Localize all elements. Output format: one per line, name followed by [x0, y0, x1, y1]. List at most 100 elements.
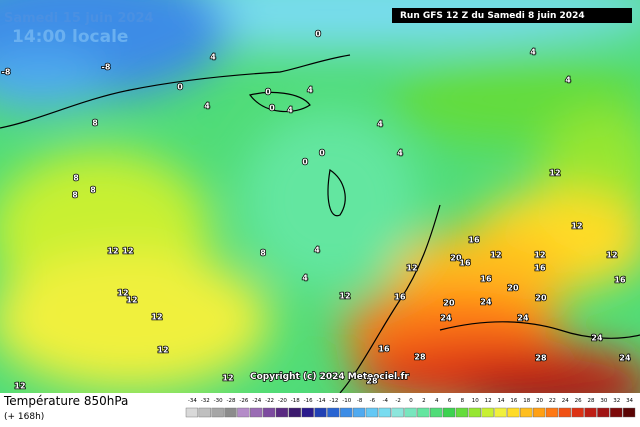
- legend-value: 6: [448, 398, 452, 404]
- contour-label: 20: [450, 254, 462, 263]
- legend-swatch: [430, 407, 443, 418]
- legend-value: -32: [201, 398, 210, 404]
- legend-value: 34: [626, 398, 633, 404]
- contour-label: 4: [204, 102, 210, 111]
- legend-value: -30: [214, 398, 223, 404]
- legend-swatch: [481, 407, 494, 418]
- legend-swatch: [185, 407, 199, 418]
- contour-label: 0: [319, 149, 325, 158]
- legend-value: -8: [357, 398, 363, 404]
- run-box: [392, 8, 632, 23]
- contour-label: 4: [302, 274, 308, 283]
- contour-label: 8: [90, 186, 96, 195]
- legend-value: -10: [342, 398, 351, 404]
- legend-title: Température 850hPa: [3, 394, 128, 408]
- contour-label: 12: [122, 247, 133, 256]
- legend-swatch: [237, 407, 250, 418]
- legend-value: 16: [510, 398, 517, 404]
- legend-swatch: [391, 407, 404, 418]
- legend-value: 18: [523, 398, 530, 404]
- legend-swatch: [314, 407, 327, 418]
- contour-label: 12: [339, 292, 350, 301]
- legend-value: 20: [536, 398, 543, 404]
- legend-swatch: [250, 407, 263, 418]
- contour-label: 12: [126, 296, 137, 305]
- contour-label: 8: [72, 191, 78, 200]
- valid-date: Samedi 15 juin 2024: [4, 11, 154, 26]
- legend-swatch: [224, 407, 237, 418]
- legend-value: -2: [395, 398, 400, 404]
- legend-swatch: [211, 407, 224, 418]
- contour-label: 28: [414, 353, 426, 362]
- legend-swatch: [494, 407, 507, 418]
- contour-label: 12: [571, 222, 582, 231]
- contour-label: 0: [265, 88, 271, 97]
- legend-value: -18: [291, 398, 300, 404]
- contour-label: 24: [517, 314, 529, 323]
- contour-label: 16: [394, 293, 406, 302]
- legend-swatch: [545, 407, 559, 418]
- legend-value: 10: [472, 398, 479, 404]
- legend-swatch: [468, 407, 481, 418]
- legend-swatch: [275, 407, 289, 418]
- contour-label: 12: [534, 251, 545, 260]
- contour-label: -8: [2, 68, 11, 77]
- contour-label: 16: [614, 276, 626, 285]
- legend-swatch: [507, 407, 520, 418]
- contour-label: 4: [210, 53, 216, 62]
- contour-label: 28: [366, 377, 378, 386]
- legend-swatch: [301, 407, 314, 418]
- contour-label: 0: [269, 104, 275, 113]
- legend-value: -22: [265, 398, 274, 404]
- legend-swatch: [340, 407, 353, 418]
- legend-value: -20: [278, 398, 287, 404]
- contour-label: 4: [287, 106, 293, 115]
- contour-label: 16: [468, 236, 480, 245]
- contour-label: 16: [534, 264, 546, 273]
- contour-label: 24: [440, 314, 452, 323]
- contour-label: 0: [177, 83, 183, 92]
- legend-value: 4: [435, 398, 439, 404]
- legend-swatch: [417, 407, 430, 418]
- contour-label: 12: [406, 264, 417, 273]
- legend-swatch: [378, 407, 391, 418]
- legend-swatch: [558, 407, 571, 418]
- lead-time: (+ 168h): [4, 412, 44, 422]
- contour-label: 8: [73, 174, 79, 183]
- local-time: 14:00 locale: [12, 27, 128, 47]
- contour-label: 4: [565, 76, 571, 85]
- legend-value: -6: [370, 398, 376, 404]
- legend-swatch: [352, 407, 366, 418]
- legend-value: 0: [409, 398, 413, 404]
- contour-label: 12: [490, 251, 501, 260]
- run-info: Run GFS 12 Z du Samedi 8 juin 2024: [400, 11, 585, 21]
- legend-swatch: [262, 407, 276, 418]
- contour-label: 12: [157, 346, 168, 355]
- legend-value: 14: [498, 398, 505, 404]
- legend-value: -14: [317, 398, 326, 404]
- legend-value: 8: [461, 398, 465, 404]
- contour-label: 4: [530, 48, 536, 57]
- legend-value: 30: [600, 398, 607, 404]
- legend-value: 12: [485, 398, 492, 404]
- legend-swatch: [520, 407, 533, 418]
- legend-swatch: [365, 407, 379, 418]
- contour-label: 12: [151, 313, 162, 322]
- contour-label: 24: [480, 298, 492, 307]
- contour-label: -8: [102, 63, 111, 72]
- legend-swatch: [442, 407, 456, 418]
- contour-label: 20: [535, 294, 547, 303]
- legend-value: 2: [422, 398, 426, 404]
- contour-label: 4: [377, 120, 383, 129]
- contour-label: 24: [619, 354, 631, 363]
- contour-label: 8: [260, 249, 266, 258]
- contour-label: 16: [378, 345, 390, 354]
- legend-value: 32: [613, 398, 620, 404]
- legend-swatch: [622, 407, 636, 418]
- legend-value: 28: [588, 398, 595, 404]
- legend-value: -12: [329, 398, 338, 404]
- legend-value: 24: [562, 398, 569, 404]
- legend-swatch: [571, 407, 584, 418]
